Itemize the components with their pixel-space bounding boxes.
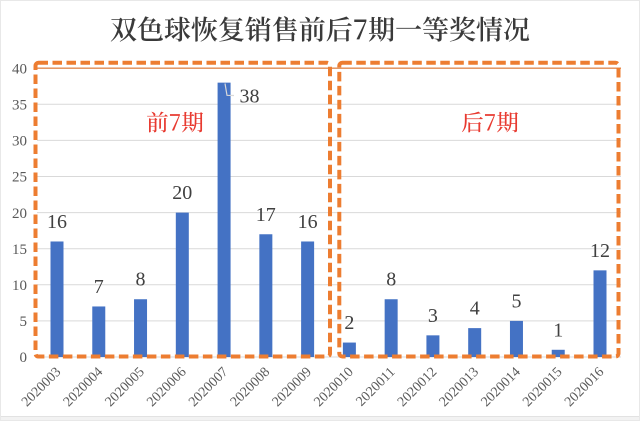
svg-text:15: 15	[12, 242, 27, 258]
svg-text:8: 8	[386, 269, 396, 291]
svg-text:3: 3	[428, 305, 438, 327]
svg-text:7: 7	[94, 276, 104, 298]
svg-text:35: 35	[12, 98, 27, 114]
svg-text:30: 30	[12, 134, 27, 150]
svg-text:25: 25	[12, 170, 27, 186]
svg-text:16: 16	[298, 211, 318, 233]
svg-text:16: 16	[47, 211, 67, 233]
svg-text:8: 8	[136, 269, 146, 291]
svg-text:1: 1	[553, 319, 563, 341]
svg-text:40: 40	[12, 61, 27, 77]
svg-text:20: 20	[12, 206, 27, 222]
svg-text:12: 12	[590, 240, 610, 262]
svg-text:4: 4	[470, 298, 480, 320]
svg-text:5: 5	[512, 290, 522, 312]
svg-text:0: 0	[20, 350, 28, 366]
svg-text:2: 2	[344, 312, 354, 334]
svg-text:38: 38	[240, 86, 260, 108]
svg-text:20: 20	[172, 182, 192, 204]
svg-text:17: 17	[256, 204, 276, 226]
svg-text:5: 5	[20, 314, 28, 330]
svg-text:10: 10	[12, 278, 27, 294]
